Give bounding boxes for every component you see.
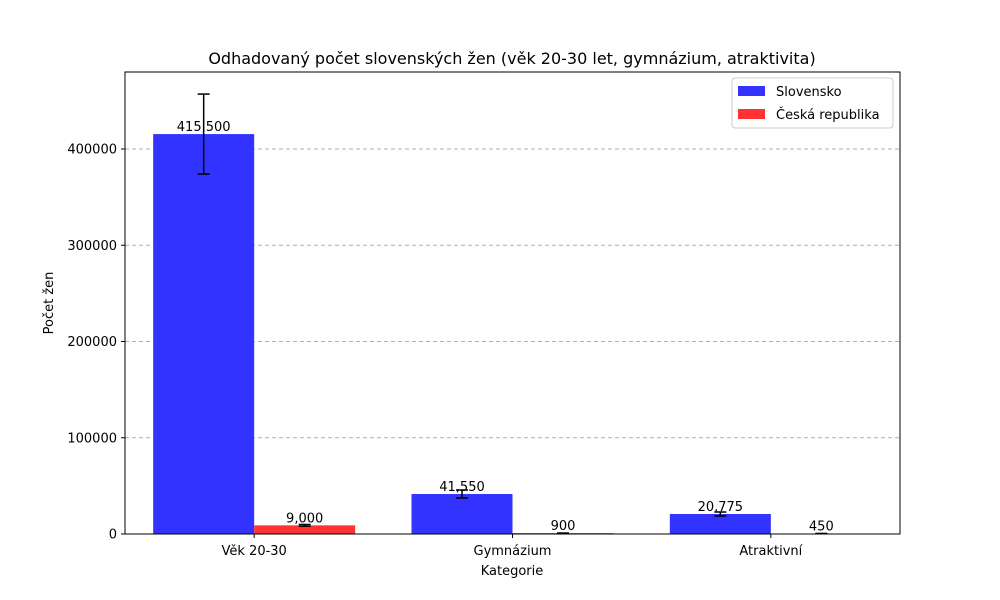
bars — [153, 134, 872, 535]
data-label: 450 — [809, 520, 834, 535]
y-tick-label: 400000 — [67, 143, 117, 158]
bar — [153, 134, 255, 535]
data-label: 20,775 — [698, 500, 744, 515]
x-axis-label: Kategorie — [481, 564, 544, 579]
y-tick-label: 0 — [109, 528, 117, 543]
data-label: 9,000 — [286, 511, 323, 526]
bar — [411, 494, 513, 534]
data-label: 415,500 — [177, 120, 231, 135]
y-axis-label: Počet žen — [42, 272, 57, 335]
y-tick-label: 300000 — [67, 239, 117, 254]
legend-label: Slovensko — [776, 85, 842, 100]
x-tick-label: Věk 20-30 — [222, 544, 287, 559]
legend-swatch — [738, 109, 765, 119]
data-label: 900 — [551, 519, 576, 534]
y-tick-label: 200000 — [67, 335, 117, 350]
plot-frame — [124, 71, 901, 535]
x-tick-label: Atraktivní — [739, 544, 802, 559]
data-labels: 415,500 9,000 41,550 900 20,775 450 — [177, 120, 834, 534]
y-tick-label: 100000 — [67, 431, 117, 446]
legend-box — [731, 77, 894, 129]
data-label: 41,550 — [439, 480, 485, 495]
legend: Slovensko Česká republika — [731, 77, 894, 129]
bar — [669, 514, 771, 534]
chart-title: Odhadovaný počet slovenských žen (věk 20… — [208, 49, 815, 68]
bar — [254, 525, 356, 534]
axes: 0 100000 200000 300000 400000 Věk 20-30 Gymnáz… — [67, 71, 901, 559]
legend-swatch — [738, 86, 765, 96]
error-bars — [197, 93, 828, 535]
legend-label: Česká republika — [776, 107, 880, 123]
x-tick-label: Gymnázium — [474, 544, 552, 559]
